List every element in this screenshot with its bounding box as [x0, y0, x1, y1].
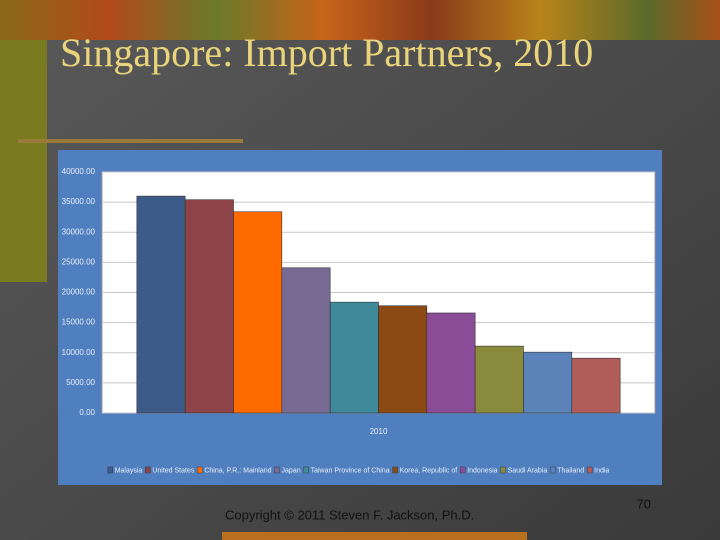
legend-label: Taiwan Province of China [311, 467, 390, 474]
legend-label: Thailand [557, 467, 584, 474]
bar [378, 305, 428, 414]
x-tick-label: 2010 [370, 427, 388, 436]
y-tick-label: 10000.00 [62, 348, 96, 357]
chart-title: Singapore: Import Partners, 2010 [60, 30, 594, 75]
title-rule [18, 139, 243, 143]
bar [281, 267, 331, 414]
legend-swatch [392, 466, 398, 474]
legend-label: Indonesia [467, 467, 497, 474]
legend-label: China, P.R.: Mainland [204, 467, 271, 474]
legend-label: United States [152, 467, 195, 474]
legend-swatch [586, 466, 593, 474]
bar [233, 211, 283, 414]
y-tick-label: 5000.00 [66, 378, 95, 387]
legend-swatch [197, 466, 203, 474]
bar [426, 312, 476, 414]
bar [329, 301, 379, 414]
y-tick-label: 40000.00 [62, 167, 96, 176]
y-tick-label: 15000.00 [62, 318, 96, 327]
legend-swatch [303, 466, 309, 474]
decor-band [0, 0, 720, 40]
decor-bar [0, 40, 47, 282]
legend-label: India [594, 467, 609, 474]
y-tick-label: 25000.00 [62, 257, 96, 266]
y-tick-label: 0.00 [79, 408, 95, 417]
legend-label: Saudi Arabia [508, 467, 548, 474]
bar [184, 199, 234, 414]
copyright: Copyright © 2011 Steven F. Jackson, Ph.D… [225, 507, 474, 522]
y-tick-label: 35000.00 [62, 197, 96, 206]
legend-swatch [145, 466, 151, 474]
legend-swatch [107, 466, 113, 474]
decor-footer [222, 532, 527, 540]
legend-swatch [550, 466, 556, 474]
legend-label: Korea, Republic of [400, 467, 458, 474]
bar [523, 351, 573, 414]
legend-label: Japan [282, 467, 301, 474]
y-tick-label: 20000.00 [62, 288, 96, 297]
bar [136, 195, 186, 414]
bar [571, 357, 621, 414]
legend-label: Malaysia [115, 467, 143, 474]
y-tick-label: 30000.00 [62, 227, 96, 236]
legend-swatch [460, 466, 466, 474]
legend-swatch [500, 466, 506, 474]
bar [474, 345, 524, 414]
page-number: 70 [637, 496, 651, 511]
legend-swatch [274, 466, 280, 474]
